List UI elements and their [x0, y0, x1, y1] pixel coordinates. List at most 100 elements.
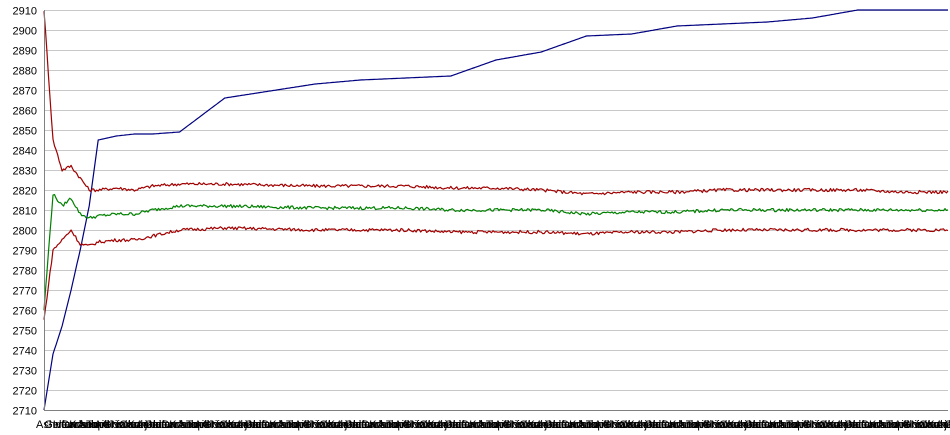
x-tick-label: Karjakin [228, 419, 268, 431]
x-tick-label: Gelfand [144, 419, 183, 431]
x-tick-label: Carlsen [261, 419, 299, 431]
x-tick-label: Karjakin [927, 419, 950, 431]
y-tick-label: 2860 [13, 106, 37, 118]
x-axis-ticks: AshmenGelfandIvanchukCarlsenKramnikAnand… [36, 419, 950, 431]
x-tick-label: Carlsen [561, 419, 599, 431]
x-tick-label: Karjakin [827, 419, 867, 431]
x-tick-label: Karjakin [727, 419, 767, 431]
x-tick-label: Ivanchuk [353, 419, 398, 431]
series-group [43, 9, 949, 411]
x-tick-label: Ashmen [536, 419, 576, 431]
x-tick-label: Aronian [894, 419, 932, 431]
x-tick-label: Nakamura [311, 419, 363, 431]
x-tick-label: Topalov [86, 419, 124, 431]
y-tick-label: 2880 [13, 66, 37, 78]
x-tick-label: Kramnik [169, 419, 210, 431]
x-tick-label: Ivanchuk [453, 419, 498, 431]
x-tick-label: Karjakin [627, 419, 667, 431]
y-tick-label: 2840 [13, 146, 37, 158]
x-tick-label: Kramnik [669, 419, 710, 431]
x-tick-label: Karjakin [428, 419, 468, 431]
y-tick-label: 2760 [13, 306, 37, 318]
x-tick-label: Aronian [794, 419, 832, 431]
x-tick-label: Carlsen [161, 419, 199, 431]
x-tick-label: Caruana [919, 419, 950, 431]
x-tick-label: Ivanchuk [852, 419, 897, 431]
x-tick-label: Topalov [186, 419, 224, 431]
x-tick-label: Topalov [286, 419, 324, 431]
x-tick-label: Ashmen [36, 419, 76, 431]
x-tick-label: Aronian [94, 419, 132, 431]
y-tick-label: 2890 [13, 46, 37, 58]
y-tick-label: 2790 [13, 246, 37, 258]
x-tick-label: Aronian [694, 419, 732, 431]
x-tick-label: Gelfand [944, 419, 950, 431]
x-tick-label: Gelfand [544, 419, 583, 431]
y-tick-label: 2810 [13, 206, 37, 218]
x-tick-label: Caruana [819, 419, 862, 431]
x-tick-label: Topalov [386, 419, 424, 431]
x-tick-label: Kramnik [769, 419, 810, 431]
x-tick-label: Nakamura [211, 419, 263, 431]
y-tick-label: 2750 [13, 326, 37, 338]
y-tick-label: 2820 [13, 186, 37, 198]
x-tick-label: Anand [78, 419, 110, 431]
x-tick-label: Caruana [219, 419, 262, 431]
x-tick-label: Anand [378, 419, 410, 431]
x-tick-label: Ashmen [436, 419, 476, 431]
x-tick-label: Grischuk [203, 419, 247, 431]
x-tick-label: Topalov [686, 419, 724, 431]
x-tick-label: Ashmen [336, 419, 376, 431]
x-tick-label: Grischuk [503, 419, 547, 431]
x-tick-label: Caruana [419, 419, 462, 431]
y-tick-label: 2910 [13, 6, 37, 18]
y-tick-label: 2770 [13, 286, 37, 298]
y-tick-label: 2780 [13, 266, 37, 278]
x-tick-label: Caruana [119, 419, 162, 431]
x-tick-label: Anand [877, 419, 909, 431]
x-tick-label: Carlsen [61, 419, 99, 431]
x-tick-label: Grischuk [702, 419, 746, 431]
x-tick-label: Anand [777, 419, 809, 431]
x-tick-label: Gelfand [844, 419, 883, 431]
y-tick-label: 2850 [13, 126, 37, 138]
x-tick-label: Gelfand [344, 419, 383, 431]
x-tick-label: Ivanchuk [153, 419, 198, 431]
x-tick-label: Grischuk [802, 419, 846, 431]
x-tick-label: Aronian [294, 419, 332, 431]
x-tick-label: Aronian [494, 419, 532, 431]
y-tick-label: 2730 [13, 366, 37, 378]
x-tick-label: Ivanchuk [253, 419, 298, 431]
x-tick-label: Nakamura [611, 419, 663, 431]
x-tick-label: Topalov [786, 419, 824, 431]
x-tick-label: Grischuk [902, 419, 946, 431]
x-tick-label: Carlsen [761, 419, 799, 431]
x-tick-label: Nakamura [411, 419, 463, 431]
x-tick-label: Gelfand [444, 419, 483, 431]
x-tick-label: Kramnik [369, 419, 410, 431]
x-tick-label: Nakamura [711, 419, 763, 431]
series-line-4 [43, 226, 949, 320]
y-axis-ticks: 2710 2720 2730 2740 2750 2760 2770 2780 2790 2800… [13, 6, 37, 418]
x-tick-label: Karjakin [128, 419, 168, 431]
x-tick-label: Anand [677, 419, 709, 431]
x-tick-label: Kramnik [269, 419, 310, 431]
x-tick-label: Ashmen [136, 419, 176, 431]
y-tick-label: 2870 [13, 86, 37, 98]
x-tick-label: Caruana [719, 419, 762, 431]
x-tick-label: Anand [178, 419, 210, 431]
x-tick-label: Gelfand [744, 419, 783, 431]
series-line-1 [43, 9, 948, 411]
x-tick-label: Gelfand [644, 419, 683, 431]
x-tick-label: Grischuk [103, 419, 147, 431]
x-tick-label: Ivanchuk [553, 419, 598, 431]
x-tick-label: Grischuk [303, 419, 347, 431]
x-tick-label: Aronian [394, 419, 432, 431]
x-tick-label: Ashmen [736, 419, 776, 431]
x-tick-label: Caruana [519, 419, 562, 431]
x-tick-label: Anand [278, 419, 310, 431]
y-tick-label: 2900 [13, 26, 37, 38]
x-tick-label: Carlsen [861, 419, 899, 431]
x-tick-label: Kramnik [469, 419, 510, 431]
